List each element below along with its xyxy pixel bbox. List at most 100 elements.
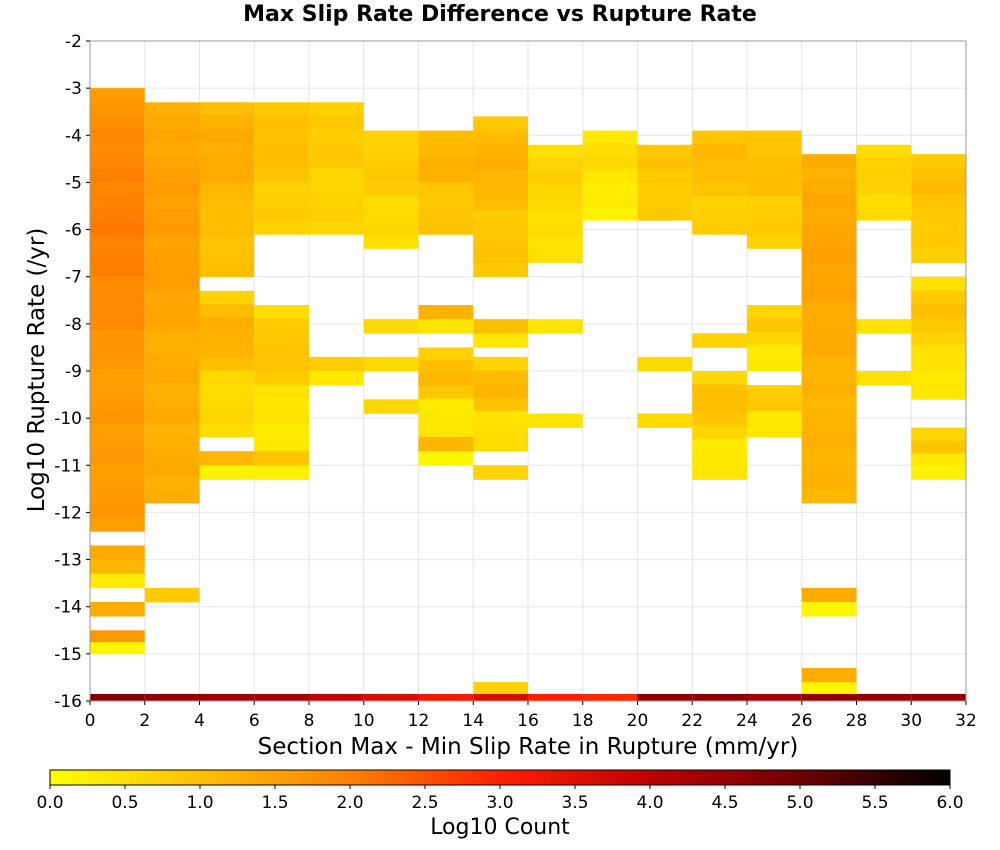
heatmap-cell <box>528 236 583 250</box>
heatmap-cell <box>254 168 309 182</box>
heatmap-cell <box>144 476 200 491</box>
heatmap-cell <box>90 88 145 102</box>
heatmap-cell <box>363 196 419 210</box>
heatmap-cell <box>90 545 145 560</box>
x-tick-label: 4 <box>194 711 205 731</box>
heatmap-cell <box>199 223 255 237</box>
heatmap-cell <box>144 356 200 370</box>
heatmap-cell <box>911 303 966 318</box>
heatmap-cell <box>144 462 200 477</box>
heatmap-cell <box>144 693 200 701</box>
heatmap-cell <box>309 128 364 143</box>
heatmap-cell <box>309 221 364 235</box>
y-tick-label: -15 <box>54 645 82 665</box>
heatmap-cell <box>528 157 583 172</box>
heatmap-cell <box>90 303 145 317</box>
heatmap-cell <box>911 276 966 291</box>
heatmap-cell <box>309 693 364 701</box>
heatmap-cell <box>801 668 857 683</box>
heatmap-cell <box>856 169 912 183</box>
heatmap-cell <box>363 182 419 197</box>
x-tick-label: 28 <box>846 711 868 731</box>
heatmap-cell <box>473 410 528 425</box>
heatmap-cell <box>90 222 145 237</box>
heatmap-cell <box>144 449 200 464</box>
heatmap-cell <box>144 302 200 317</box>
heatmap-cell <box>747 222 802 236</box>
heatmap-cell <box>199 263 255 278</box>
heatmap-cell <box>199 330 255 345</box>
heatmap-cell <box>582 181 638 195</box>
heatmap-cell <box>254 141 309 156</box>
heatmap-cell <box>254 221 309 235</box>
heatmap-cell <box>801 154 857 168</box>
heatmap-cell <box>637 207 693 221</box>
heatmap-cell <box>911 181 966 196</box>
heatmap-cell <box>473 370 528 385</box>
heatmap-cell <box>801 368 857 383</box>
heatmap-cell <box>747 169 802 184</box>
heatmap-cell <box>856 319 912 334</box>
heatmap-cell <box>254 451 309 466</box>
heatmap-cell <box>637 182 693 196</box>
heatmap-cell <box>90 115 145 129</box>
heatmap-cell <box>363 319 419 334</box>
heatmap-cell <box>309 155 364 169</box>
y-tick-label: -11 <box>54 456 82 476</box>
heatmap-cell <box>199 370 255 385</box>
heatmap-cell <box>856 157 912 171</box>
heatmap-cell <box>528 249 583 263</box>
x-tick-label: 30 <box>900 711 922 731</box>
heatmap-cell <box>747 143 802 158</box>
heatmap-cell <box>747 235 802 249</box>
heatmap-cell <box>90 343 145 358</box>
heatmap-cell <box>801 462 857 477</box>
heatmap-cell <box>199 693 255 701</box>
heatmap-cell <box>473 129 528 144</box>
heatmap-cell <box>473 383 528 398</box>
heatmap-cell <box>363 399 419 414</box>
colorbar-tick-label: 3.5 <box>561 793 588 813</box>
heatmap-cell <box>911 453 966 467</box>
heatmap-cell <box>692 384 747 399</box>
heatmap-cell <box>637 157 693 171</box>
heatmap-cell <box>199 357 255 371</box>
x-tick-label: 20 <box>627 711 649 731</box>
heatmap-cell <box>692 156 747 170</box>
y-tick-label: -16 <box>54 692 82 712</box>
heatmap-cell <box>90 602 145 617</box>
x-tick-label: 10 <box>353 711 375 731</box>
heatmap-cell <box>911 317 966 332</box>
heatmap-cell <box>309 371 364 386</box>
heatmap-cell <box>801 602 857 617</box>
y-tick-label: -9 <box>65 362 82 382</box>
heatmap-cell <box>199 410 255 425</box>
y-tick-label: -5 <box>65 173 82 193</box>
heatmap-cell <box>254 318 309 332</box>
heatmap-cell <box>90 168 145 183</box>
heatmap-cell <box>911 344 966 359</box>
x-tick-label: 6 <box>249 711 260 731</box>
heatmap-cell <box>418 169 474 183</box>
heatmap-cell <box>418 424 474 438</box>
heatmap-cell <box>90 410 145 425</box>
heatmap-cell <box>254 128 309 143</box>
heatmap-cell <box>911 194 966 209</box>
heatmap-cell <box>144 262 200 277</box>
heatmap-cell <box>528 197 583 211</box>
heatmap-cell <box>692 169 747 183</box>
heatmap-cell <box>801 328 857 343</box>
heatmap-cell <box>144 222 200 237</box>
heatmap-cell <box>911 208 966 223</box>
heatmap-cell <box>856 182 912 196</box>
heatmap-cell <box>582 693 638 701</box>
heatmap-cell <box>254 305 309 319</box>
heatmap-cell <box>90 356 145 371</box>
heatmap-cell <box>90 630 145 643</box>
heatmap-cell <box>90 262 145 277</box>
heatmap-cell <box>801 449 857 464</box>
colorbar-tick-label: 0.5 <box>111 793 138 813</box>
heatmap-cell <box>747 385 802 399</box>
heatmap-cell <box>199 115 255 130</box>
heatmap-cell <box>801 248 857 262</box>
